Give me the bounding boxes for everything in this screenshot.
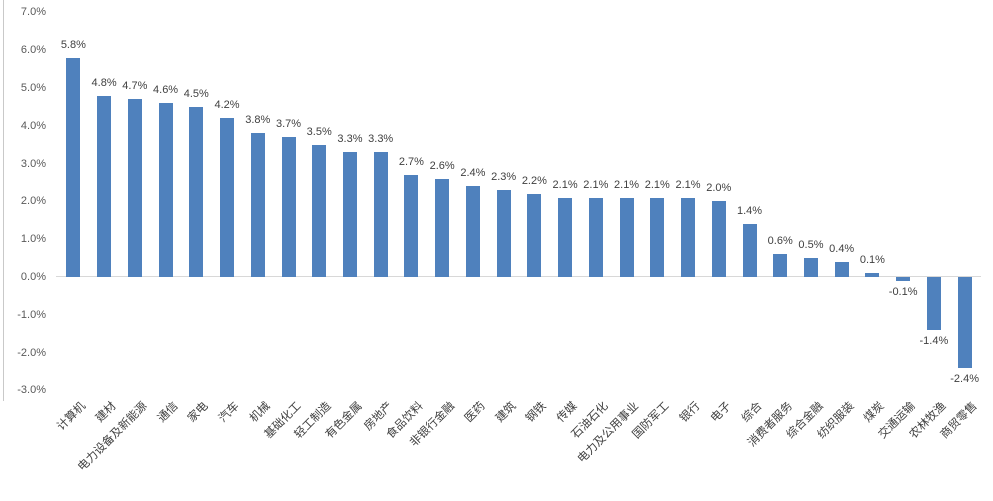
y-axis-tick-label: 0.0% [20, 271, 46, 283]
bar [97, 95, 112, 277]
bar-value-label: 2.1% [614, 178, 640, 191]
bar [342, 152, 357, 277]
bar-value-label: 4.5% [183, 87, 209, 100]
bar-value-label: 3.3% [337, 133, 363, 146]
bar [957, 277, 972, 368]
y-axis-tick-label: 1.0% [20, 233, 46, 246]
y-axis-tick-label: -3.0% [17, 384, 46, 397]
bar [527, 193, 542, 277]
bar-value-label: 0.6% [767, 235, 793, 248]
bar-value-label: 2.6% [429, 159, 455, 172]
bar-value-label: 3.8% [245, 114, 271, 127]
bar [373, 152, 388, 277]
bar [496, 190, 511, 277]
category-label-text: 建筑 [493, 400, 519, 425]
bar-value-label: 3.3% [368, 133, 394, 146]
bar-value-label: 2.4% [460, 167, 486, 180]
bar-value-label: 2.7% [398, 155, 424, 168]
bar-value-label: 3.7% [275, 118, 302, 131]
bar-value-label: -0.1% [888, 285, 918, 298]
bar [312, 144, 327, 277]
bar [465, 186, 480, 277]
bar-value-label: 2.0% [706, 182, 732, 195]
y-axis-tick-label: 4.0% [20, 119, 46, 132]
category-label-text: 银行 [677, 400, 703, 425]
category-label-text: 通信 [155, 400, 181, 425]
bar [435, 178, 450, 277]
bar [588, 197, 603, 277]
bar [127, 99, 142, 277]
bar-value-label: 2.1% [675, 178, 701, 191]
bar [619, 197, 634, 277]
bar-value-label: 5.8% [60, 38, 86, 51]
bar-value-label: 3.5% [306, 125, 332, 138]
bar-value-label: 2.2% [521, 174, 547, 187]
bar-value-label: 2.1% [583, 178, 609, 191]
bar [158, 103, 173, 277]
bar-value-label: -2.4% [950, 372, 979, 385]
bar-value-label: 4.2% [214, 99, 240, 112]
bar-value-label: 2.1% [552, 178, 578, 191]
bar-value-label: 2.3% [491, 171, 517, 184]
bar-value-label: 4.8% [91, 76, 117, 89]
category-label-text: 汽车 [216, 400, 242, 425]
y-axis-tick-label: 5.0% [20, 82, 46, 94]
category-label-text: 计算机 [55, 400, 88, 434]
bar [404, 174, 419, 277]
bar [865, 273, 880, 277]
bar [896, 277, 911, 281]
bar-value-label: -1.4% [919, 334, 949, 347]
bar-value-label: 0.1% [859, 254, 885, 267]
category-label-text: 家电 [186, 400, 211, 425]
y-axis-tick-label: 3.0% [20, 157, 46, 170]
bar [66, 57, 81, 277]
bar [742, 224, 757, 277]
bar-value-label: 1.4% [736, 205, 763, 218]
category-label-text: 电子 [708, 400, 734, 425]
bar [281, 137, 296, 277]
bar-value-label: 0.4% [829, 242, 855, 255]
x-axis-line [56, 276, 981, 277]
y-axis-tick-label: -1.0% [17, 308, 46, 321]
y-axis-tick-label: 6.0% [20, 44, 46, 57]
bar [220, 118, 235, 277]
bar [650, 197, 665, 277]
bar-value-label: 0.5% [798, 239, 824, 252]
category-label-text: 医药 [462, 400, 488, 425]
bar [558, 197, 573, 277]
bar [773, 254, 788, 277]
y-axis-tick-label: 2.0% [20, 195, 46, 208]
bar [189, 106, 204, 277]
bar-value-label: 4.6% [153, 84, 179, 97]
bar [834, 261, 849, 277]
bar [711, 201, 726, 277]
bar [803, 258, 818, 277]
bar [681, 197, 696, 277]
bar-value-label: 2.1% [644, 178, 670, 191]
bar-value-label: 4.7% [122, 80, 148, 93]
chart-left-border [3, 0, 4, 401]
bar [250, 133, 265, 277]
bar [926, 277, 941, 330]
y-axis-tick-label: -2.0% [17, 346, 46, 359]
y-axis-tick-label: 7.0% [20, 6, 46, 19]
category-label-text: 钢铁 [524, 400, 549, 425]
